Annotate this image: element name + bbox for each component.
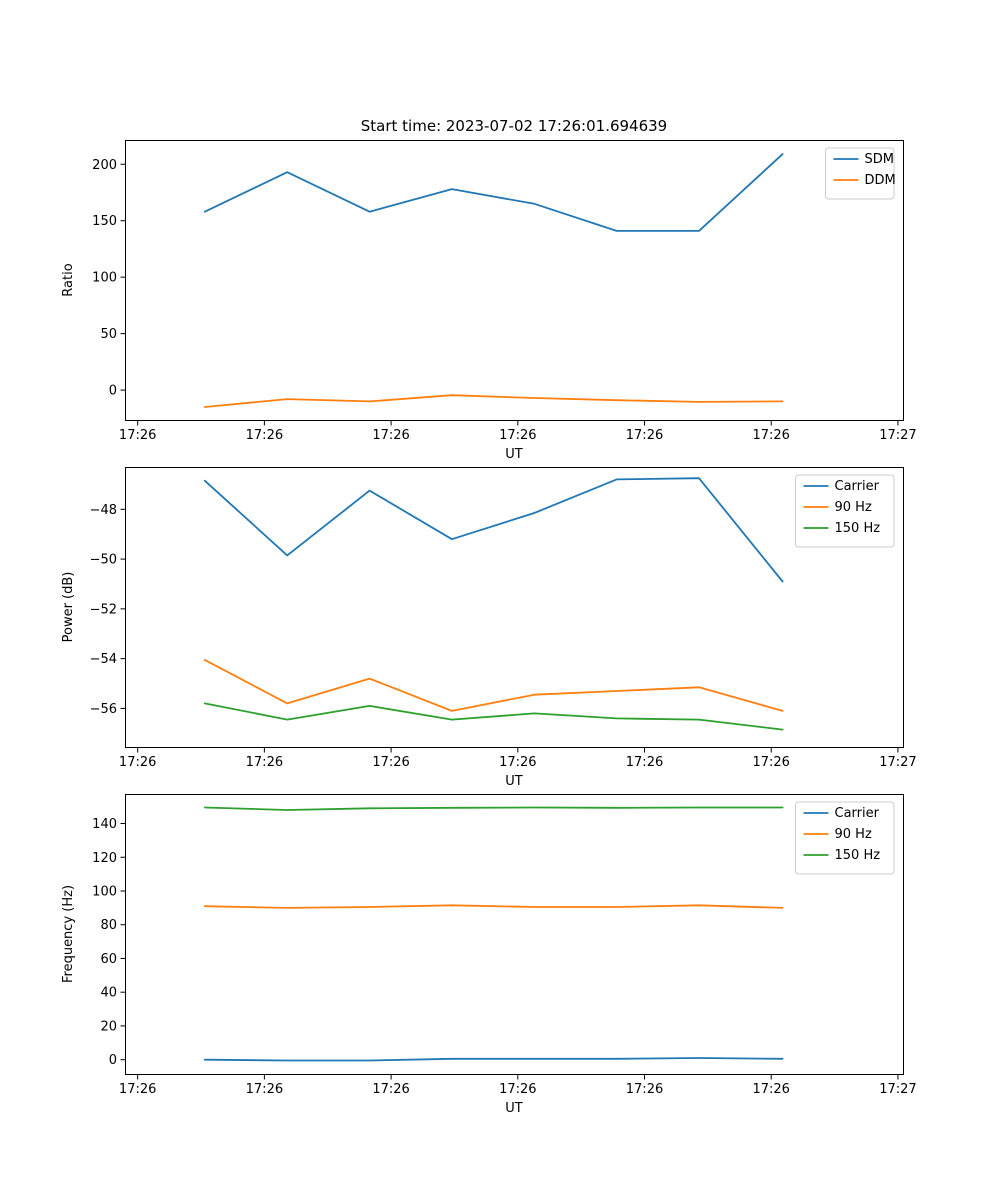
- y-tick-label: −48: [90, 503, 117, 518]
- y-tick-label: −50: [90, 553, 117, 568]
- legend-label: Carrier: [835, 479, 880, 494]
- x-tick-label: 17:27: [879, 428, 916, 443]
- x-axis-label: UT: [505, 774, 523, 789]
- axes-frame: [125, 467, 904, 748]
- x-tick-label: 17:26: [372, 428, 409, 443]
- x-tick-label: 17:26: [119, 1082, 156, 1097]
- x-tick-label: 17:26: [499, 428, 536, 443]
- power-plot: 17:26 17:26 17:26 17:26 17:26 17:26 17:27 −48 −5…: [61, 467, 917, 789]
- legend-label: 150 Hz: [835, 521, 881, 536]
- y-tick-label: 50: [100, 327, 117, 342]
- x-tick-label: 17:26: [499, 1082, 536, 1097]
- series-line-150-hz: [203, 806, 784, 811]
- series-line-150-hz: [203, 702, 784, 731]
- x-tick-label: 17:26: [752, 755, 789, 770]
- x-axis: 17:26 17:26 17:26 17:26 17:26 17:26 17:27: [119, 747, 917, 770]
- legend-frame: [825, 147, 895, 200]
- x-tick-label: 17:27: [879, 1082, 916, 1097]
- x-tick-label: 17:26: [246, 1082, 283, 1097]
- y-tick-label: 60: [100, 952, 117, 967]
- y-tick-label: 80: [100, 918, 117, 933]
- series-line-carrier: [203, 1057, 784, 1062]
- legend: Carrier 90 Hz 150 Hz: [795, 801, 895, 875]
- y-tick-label: 0: [109, 1053, 117, 1068]
- x-axis-label: UT: [505, 1101, 523, 1116]
- y-tick-label: 140: [92, 817, 117, 832]
- legend-frame: [795, 474, 895, 548]
- x-axis: 17:26 17:26 17:26 17:26 17:26 17:26 17:27: [119, 420, 917, 443]
- y-axis-label: Power (dB): [61, 572, 76, 643]
- x-tick-label: 17:27: [879, 755, 916, 770]
- x-tick-label: 17:26: [246, 755, 283, 770]
- y-tick-label: 40: [100, 986, 117, 1001]
- y-axis-label: Frequency (Hz): [61, 885, 76, 983]
- power-chart: 17:26 17:26 17:26 17:26 17:26 17:26 17:27 −48 −5…: [0, 467, 1000, 793]
- figure-title: Start time: 2023-07-02 17:26:01.694639: [360, 117, 668, 135]
- legend-label: 150 Hz: [835, 848, 881, 863]
- y-tick-label: −54: [90, 652, 117, 667]
- legend: SDM DDM: [825, 147, 896, 200]
- ratio-chart: 17:26 17:26 17:26 17:26 17:26 17:26 17:27 0 50 10…: [0, 140, 1000, 466]
- x-tick-label: 17:26: [119, 755, 156, 770]
- y-tick-label: 150: [92, 214, 117, 229]
- x-tick-label: 17:26: [752, 1082, 789, 1097]
- y-axis: 0 50 100 150 200: [92, 158, 126, 399]
- series-line-sdm: [203, 153, 784, 232]
- y-tick-label: 100: [92, 271, 117, 286]
- legend-label: Carrier: [835, 806, 880, 821]
- x-tick-label: 17:26: [372, 755, 409, 770]
- y-tick-label: 120: [92, 851, 117, 866]
- ratio-plot: 17:26 17:26 17:26 17:26 17:26 17:26 17:27 0 50 10…: [61, 140, 917, 462]
- series-line-90-hz: [203, 658, 784, 712]
- x-tick-label: 17:26: [626, 428, 663, 443]
- series-line-90-hz: [203, 904, 784, 909]
- x-axis: 17:26 17:26 17:26 17:26 17:26 17:26 17:27: [119, 1074, 917, 1097]
- legend-frame: [795, 801, 895, 875]
- frequency-plot: 17:26 17:26 17:26 17:26 17:26 17:26 17:27 0 20 40…: [61, 794, 917, 1116]
- legend-label: DDM: [865, 173, 896, 188]
- series-line-ddm: [203, 394, 784, 408]
- legend-label: 90 Hz: [835, 827, 872, 842]
- frequency-chart: 17:26 17:26 17:26 17:26 17:26 17:26 17:27 0 20 40…: [0, 794, 1000, 1120]
- legend-label: 90 Hz: [835, 500, 872, 515]
- y-tick-label: 0: [109, 384, 117, 399]
- x-tick-label: 17:26: [752, 428, 789, 443]
- x-axis-label: UT: [505, 447, 523, 462]
- series-line-carrier: [203, 477, 784, 583]
- axes-frame: [125, 140, 904, 421]
- y-axis: 0 20 40 60 80 100 120 140: [92, 817, 126, 1068]
- y-axis: −48 −50 −52 −54 −56: [90, 503, 126, 717]
- y-axis-label: Ratio: [61, 263, 76, 296]
- y-tick-label: 100: [92, 884, 117, 899]
- y-tick-label: −56: [90, 702, 117, 717]
- legend-label: SDM: [865, 152, 894, 167]
- y-tick-label: 200: [92, 158, 117, 173]
- axes-frame: [125, 794, 904, 1075]
- x-tick-label: 17:26: [499, 755, 536, 770]
- x-tick-label: 17:26: [372, 1082, 409, 1097]
- x-tick-label: 17:26: [626, 755, 663, 770]
- y-tick-label: 20: [100, 1019, 117, 1034]
- x-tick-label: 17:26: [246, 428, 283, 443]
- legend: Carrier 90 Hz 150 Hz: [795, 474, 895, 548]
- x-tick-label: 17:26: [119, 428, 156, 443]
- y-tick-label: −52: [90, 602, 117, 617]
- x-tick-label: 17:26: [626, 1082, 663, 1097]
